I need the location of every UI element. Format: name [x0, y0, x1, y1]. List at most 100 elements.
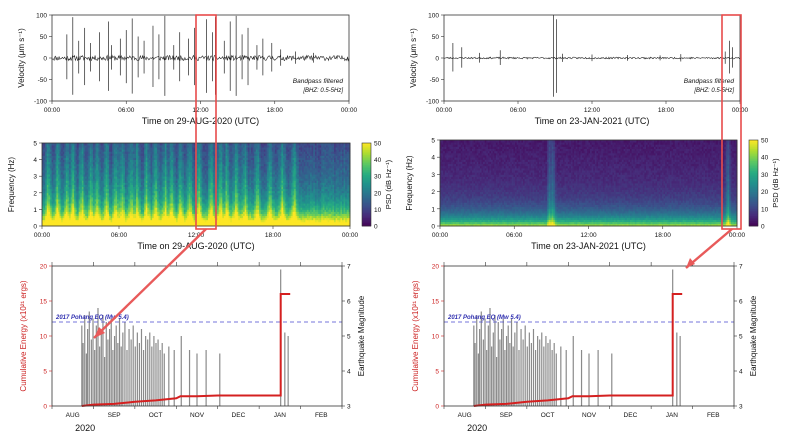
spectrogram-cell	[112, 180, 115, 183]
spectrogram-cell	[72, 201, 75, 204]
spectrogram-cell	[152, 223, 155, 227]
spectrogram-cell	[65, 190, 68, 194]
spectrogram-cell	[64, 155, 67, 158]
spectrogram-cell	[156, 215, 159, 219]
spectrogram-cell	[124, 145, 127, 148]
spectrogram-cell	[97, 165, 100, 169]
spectrogram-cell	[56, 213, 59, 217]
spectrogram-cell	[134, 184, 137, 187]
spectrogram-cell	[53, 167, 56, 171]
spectrogram-cell	[89, 145, 92, 148]
spectrogram-cell	[65, 174, 68, 177]
spectrogram-cell	[144, 172, 147, 175]
spectrogram-cell	[61, 192, 64, 196]
spectrogram-cell	[112, 203, 115, 206]
spectrogram-cell	[102, 203, 105, 206]
spectrogram-cell	[61, 219, 64, 223]
spectrogram-cell	[83, 186, 86, 190]
spectrogram-cell	[123, 176, 126, 179]
spectrogram-cell	[101, 163, 104, 167]
spectrogram-cell	[101, 207, 104, 210]
spectrogram-cell	[105, 147, 108, 150]
spectrogram-cell	[65, 161, 68, 165]
spectrogram-cell	[54, 194, 57, 198]
spectrogram-cell	[118, 159, 121, 163]
spectrogram-cell	[113, 188, 116, 192]
spectrogram-cell	[102, 207, 105, 210]
spectrogram-cell	[65, 219, 68, 223]
spectrogram-cell	[86, 178, 89, 181]
spectrogram-cell	[147, 145, 150, 148]
spectrogram-cell	[88, 155, 91, 158]
spectrogram-cell	[102, 182, 105, 185]
spectrogram-cell	[109, 182, 112, 185]
spectrogram-cell	[43, 161, 46, 165]
spectrogram-cell	[105, 151, 108, 154]
spectrogram-cell	[139, 143, 142, 146]
spectrogram-cell	[109, 165, 112, 169]
spectrogram-cell	[142, 184, 145, 187]
spectrogram-cell	[139, 174, 142, 177]
spectrogram-cell	[56, 182, 59, 185]
spectrogram-cell	[59, 194, 62, 198]
spectrogram-cell	[53, 161, 56, 165]
spectrogram-cell	[123, 223, 126, 227]
spectrogram-cell	[134, 188, 137, 192]
spectrogram-cell	[129, 161, 132, 165]
spectrogram-cell	[91, 161, 94, 165]
spectrogram-cell	[107, 143, 110, 146]
spectrogram-cell	[137, 172, 140, 175]
spectrogram-cell	[124, 155, 127, 158]
spectrogram-cell	[152, 147, 155, 150]
spectrogram-cell	[49, 161, 52, 165]
spectrogram-cell	[136, 223, 139, 227]
spectrogram-cell	[59, 155, 62, 158]
spectrogram-cell	[123, 169, 126, 173]
spectrogram-cell	[136, 203, 139, 206]
spectrogram-cell	[107, 219, 110, 223]
spectrogram-cell	[132, 153, 135, 156]
spectrogram-cell	[61, 159, 64, 163]
spectrogram-cell	[118, 186, 121, 190]
spectrogram-cell	[147, 153, 150, 156]
spectrogram-cell	[85, 180, 88, 183]
spectrogram-cell	[61, 213, 64, 217]
spectrogram-cell	[62, 213, 65, 217]
spectrogram-cell	[59, 215, 62, 219]
spectrogram-cell	[123, 165, 126, 169]
spectrogram-cell	[54, 201, 57, 204]
spectrogram-cell	[75, 163, 78, 167]
spectrogram-cell	[86, 203, 89, 206]
spectrogram-cell	[81, 219, 84, 223]
spectrogram-cell	[61, 153, 64, 156]
spectrogram-cell	[124, 188, 127, 192]
spectrogram-cell	[99, 176, 102, 179]
spectrogram-cell	[155, 151, 158, 154]
spectrogram-cell	[81, 223, 84, 227]
spectrogram-cell	[128, 147, 131, 150]
spectrogram-cell	[96, 172, 99, 175]
spectrogram-cell	[132, 180, 135, 183]
spectrogram-cell	[121, 190, 124, 194]
spectrogram-cell	[72, 196, 75, 200]
spectrogram-cell	[99, 188, 102, 192]
spectrogram-cell	[91, 167, 94, 171]
spectrogram-cell	[57, 196, 60, 200]
spectrogram-cell	[51, 196, 54, 200]
spectrogram-cell	[73, 207, 76, 210]
spectrogram-cell	[89, 186, 92, 190]
spectrogram-cell	[72, 151, 75, 154]
spectrogram-cell	[115, 178, 118, 181]
spectrogram-cell	[89, 215, 92, 219]
spectrogram-cell	[109, 217, 112, 221]
spectrogram-cell	[105, 157, 108, 160]
spectrogram-cell	[99, 192, 102, 196]
spectrogram-cell	[86, 157, 89, 160]
spectrogram-cell	[51, 223, 54, 227]
spectrogram-cell	[62, 207, 65, 210]
spectrogram-cell	[42, 157, 44, 160]
spectrogram-cell	[61, 163, 64, 167]
spectrogram-cell	[144, 203, 147, 206]
spectrogram-cell	[96, 211, 99, 214]
spectrogram-cell	[64, 205, 67, 208]
